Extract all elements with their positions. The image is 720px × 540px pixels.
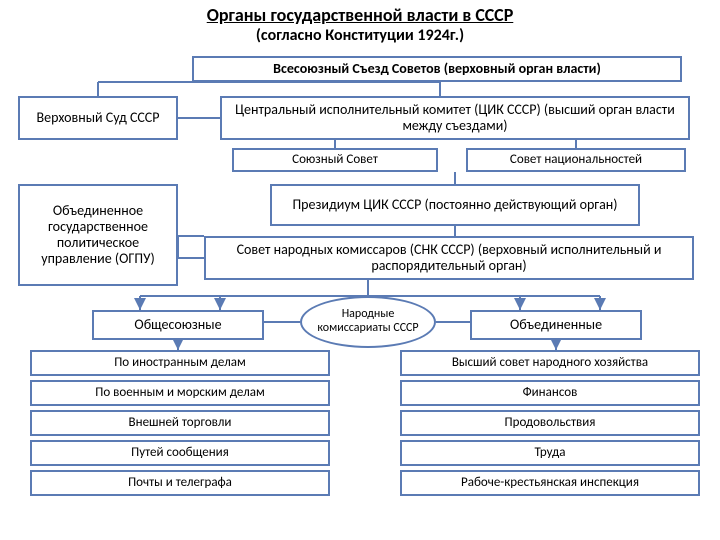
- list-item: Труда: [400, 440, 700, 466]
- node-united-head: Объединенные: [470, 310, 642, 340]
- node-label: Народные комиссариаты СССР: [306, 308, 430, 336]
- node-label: Объединенные: [510, 317, 602, 333]
- node-snk: Совет народных комиссаров (СНК СССР) (ве…: [204, 236, 694, 280]
- united-list: Высший совет народного хозяйства Финансов…: [400, 350, 700, 496]
- node-label: Верховный Суд СССР: [37, 110, 160, 126]
- list-item: Путей сообщения: [30, 440, 330, 466]
- node-commissariats: Народные комиссариаты СССР: [300, 296, 436, 348]
- node-supreme-court: Верховный Суд СССР: [18, 96, 178, 140]
- node-label: Президиум ЦИК СССР (постоянно действующи…: [292, 197, 617, 213]
- node-label: Всесоюзный Съезд Советов (верховный орга…: [273, 61, 601, 77]
- node-label: Объединенное государственное политическо…: [24, 203, 172, 267]
- node-label: Совет народных комиссаров (СНК СССР) (ве…: [210, 242, 688, 274]
- node-all-union-head: Общесоюзные: [92, 310, 264, 340]
- main-title: Органы государственной власти в СССР: [0, 4, 720, 26]
- list-item: Финансов: [400, 380, 700, 406]
- list-item: Внешней торговли: [30, 410, 330, 436]
- list-item: По иностранным делам: [30, 350, 330, 376]
- node-label: Совет национальностей: [510, 153, 642, 168]
- node-label: Общесоюзные: [134, 317, 221, 333]
- node-congress: Всесоюзный Съезд Советов (верховный орга…: [192, 56, 682, 82]
- list-item: Продовольствия: [400, 410, 700, 436]
- node-cik: Центральный исполнительный комитет (ЦИК …: [220, 96, 690, 140]
- node-nationalities: Совет национальностей: [466, 148, 686, 172]
- all-union-list: По иностранным делам По военным и морским…: [30, 350, 330, 496]
- subtitle: (согласно Конституции 1924г.): [0, 26, 720, 45]
- list-item: Почты и телеграфа: [30, 470, 330, 496]
- list-item: Рабоче-крестьянская инспекция: [400, 470, 700, 496]
- node-ogpu: Объединенное государственное политическо…: [18, 184, 178, 286]
- node-label: Центральный исполнительный комитет (ЦИК …: [226, 102, 684, 134]
- node-union-soviet: Союзный Совет: [232, 148, 438, 172]
- list-item: По военным и морским делам: [30, 380, 330, 406]
- node-presidium: Президиум ЦИК СССР (постоянно действующи…: [270, 184, 640, 226]
- node-label: Союзный Совет: [292, 153, 378, 168]
- list-item: Высший совет народного хозяйства: [400, 350, 700, 376]
